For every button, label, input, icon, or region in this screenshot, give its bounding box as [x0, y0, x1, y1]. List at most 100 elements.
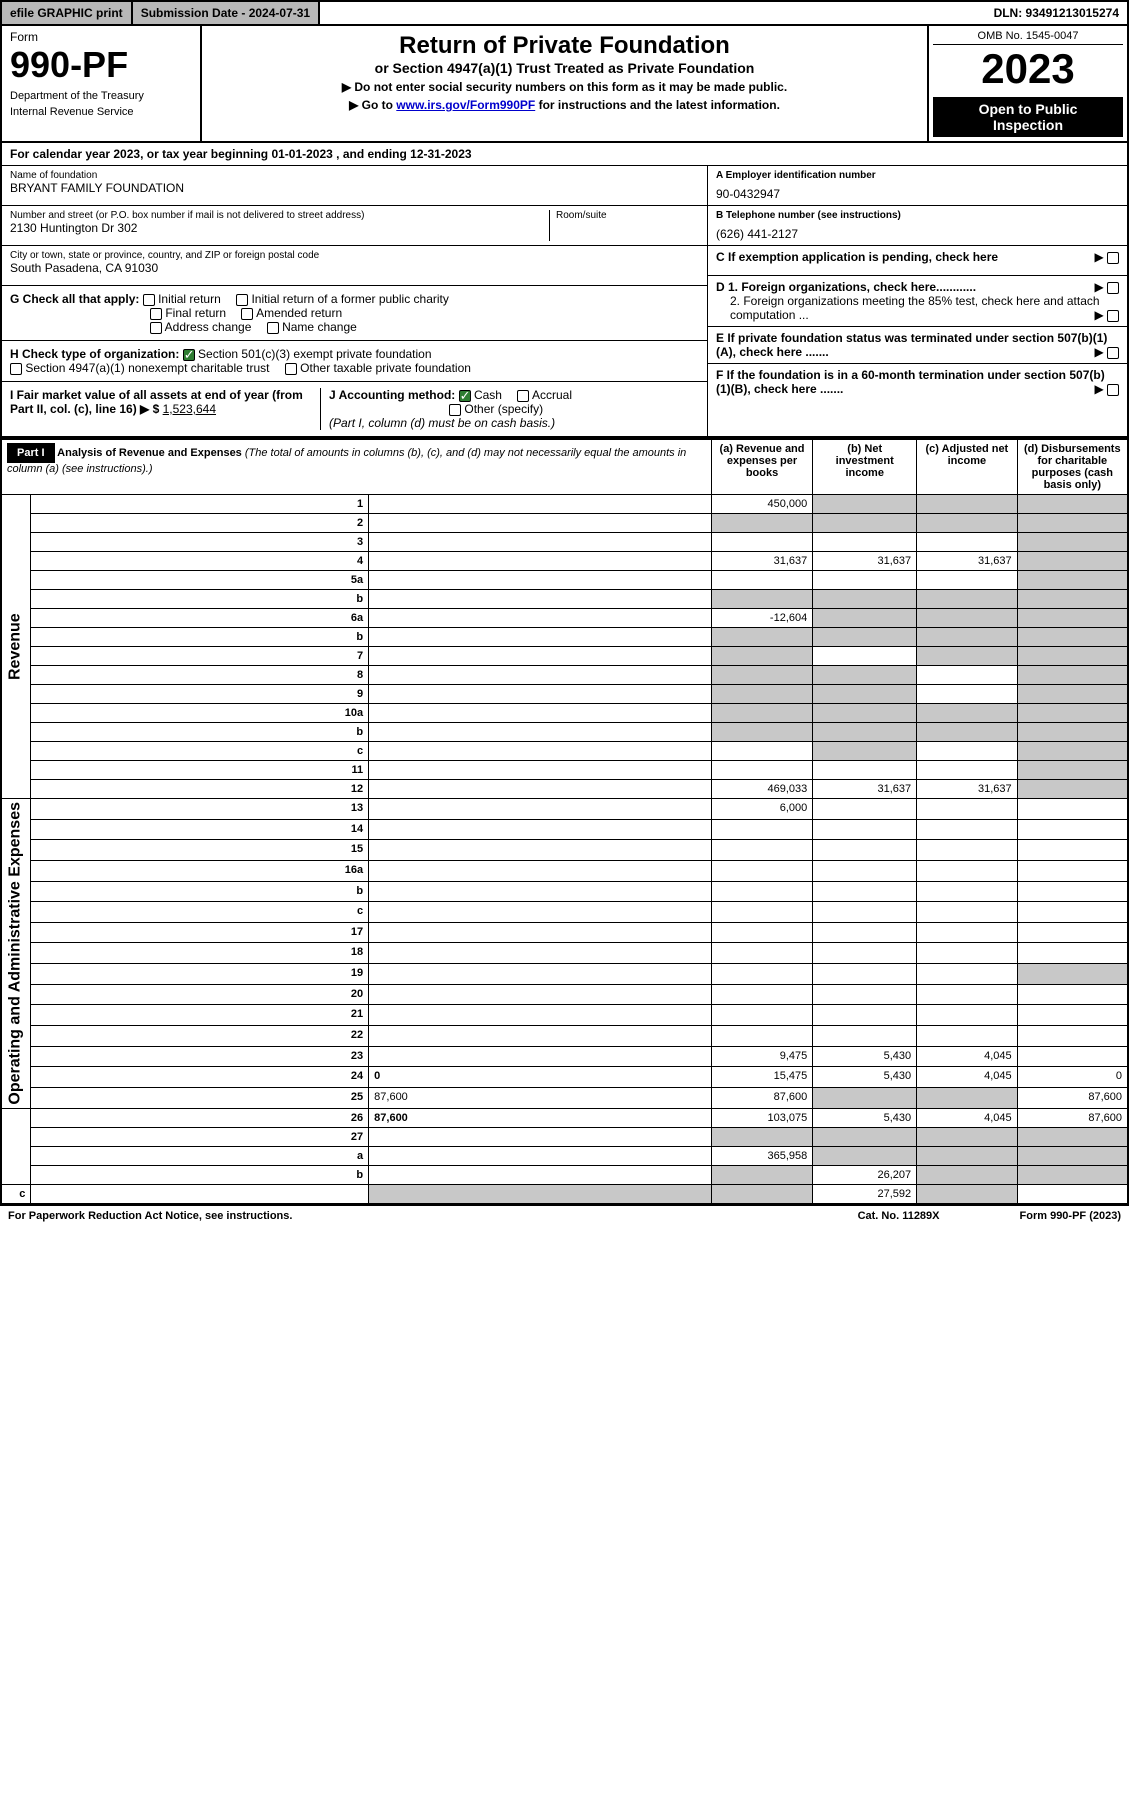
line-number: 27	[31, 1127, 369, 1146]
amount-cell	[711, 902, 812, 923]
amount-cell	[813, 1087, 917, 1108]
g-opt-amended[interactable]: Amended return	[241, 306, 342, 320]
amount-cell	[813, 902, 917, 923]
amount-cell: 469,033	[711, 780, 812, 799]
amount-cell	[813, 742, 917, 761]
table-row: 239,4755,4304,045	[1, 1046, 1128, 1067]
table-row: 17	[1, 922, 1128, 943]
instr-pre: ▶ Go to	[349, 98, 396, 112]
tel-row: B Telephone number (see instructions) (6…	[708, 206, 1127, 246]
amount-cell	[1017, 780, 1128, 799]
line-number: 26	[31, 1108, 369, 1127]
line-number: 7	[31, 647, 369, 666]
header-right: OMB No. 1545-0047 2023 Open to Public In…	[927, 26, 1127, 141]
d2-checkbox[interactable]	[1107, 310, 1119, 322]
g-opt-initial-former[interactable]: Initial return of a former public charit…	[236, 292, 449, 306]
c-checkbox[interactable]	[1107, 252, 1119, 264]
d1-checkbox[interactable]	[1107, 282, 1119, 294]
table-row: 18	[1, 943, 1128, 964]
amount-cell: 450,000	[711, 495, 812, 514]
identity-right: A Employer identification number 90-0432…	[707, 166, 1127, 436]
line-desc	[369, 840, 712, 861]
line-number: 23	[31, 1046, 369, 1067]
amount-cell	[711, 1165, 812, 1184]
line-number: a	[31, 1146, 369, 1165]
table-row: b	[1, 628, 1128, 647]
line-desc	[369, 628, 712, 647]
amount-cell	[1017, 1026, 1128, 1047]
line-number: 24	[31, 1067, 369, 1088]
amount-cell	[1017, 666, 1128, 685]
irs-link[interactable]: www.irs.gov/Form990PF	[396, 98, 535, 112]
amount-cell	[1017, 495, 1128, 514]
e-label: E If private foundation status was termi…	[716, 331, 1107, 359]
amount-cell	[711, 984, 812, 1005]
addr-label: Number and street (or P.O. box number if…	[10, 210, 549, 221]
amount-cell	[1017, 704, 1128, 723]
line-number: 22	[31, 1026, 369, 1047]
amount-cell	[813, 571, 917, 590]
amount-cell	[917, 628, 1017, 647]
g-opt-addr-change[interactable]: Address change	[150, 320, 251, 334]
amount-cell: 5,430	[813, 1046, 917, 1067]
efile-label[interactable]: efile GRAPHIC print	[2, 2, 133, 24]
line-desc	[369, 1005, 712, 1026]
amount-cell	[917, 1127, 1017, 1146]
top-bar: efile GRAPHIC print Submission Date - 20…	[0, 0, 1129, 26]
amount-cell: 4,045	[917, 1067, 1017, 1088]
h-opt-4947[interactable]: Section 4947(a)(1) nonexempt charitable …	[10, 361, 269, 375]
amount-cell	[917, 1087, 1017, 1108]
amount-cell	[917, 533, 1017, 552]
section-i: I Fair market value of all assets at end…	[10, 388, 320, 430]
amount-cell	[1017, 533, 1128, 552]
amount-cell	[369, 1184, 712, 1204]
line-desc	[369, 761, 712, 780]
amount-cell	[711, 647, 812, 666]
g-opt-name-change[interactable]: Name change	[267, 320, 357, 334]
table-row: 11	[1, 761, 1128, 780]
amount-cell: 4,045	[917, 1046, 1017, 1067]
line-desc	[369, 723, 712, 742]
h-opt-other-taxable[interactable]: Other taxable private foundation	[285, 361, 471, 375]
amount-cell	[813, 590, 917, 609]
amount-cell	[813, 666, 917, 685]
amount-cell	[711, 685, 812, 704]
j-cash[interactable]: Cash	[459, 388, 502, 402]
g-opt-initial[interactable]: Initial return	[143, 292, 221, 306]
j-other[interactable]: Other (specify)	[449, 402, 543, 416]
amount-cell	[1017, 1165, 1128, 1184]
amount-cell	[1017, 840, 1128, 861]
amount-cell	[1017, 799, 1128, 820]
h-opt-501c3[interactable]: Section 501(c)(3) exempt private foundat…	[183, 347, 432, 361]
amount-cell	[711, 761, 812, 780]
amount-cell	[813, 628, 917, 647]
amount-cell	[917, 964, 1017, 985]
amount-cell: 31,637	[917, 780, 1017, 799]
addr-value: 2130 Huntington Dr 302	[10, 221, 549, 235]
submission-date: Submission Date - 2024-07-31	[133, 2, 320, 24]
line-number: 25	[31, 1087, 369, 1108]
section-ij: I Fair market value of all assets at end…	[2, 382, 707, 436]
g-opt-final[interactable]: Final return	[150, 306, 226, 320]
f-label: F If the foundation is in a 60-month ter…	[716, 368, 1105, 396]
amount-cell	[1017, 1146, 1128, 1165]
table-row: 15	[1, 840, 1128, 861]
amount-cell: 26,207	[813, 1165, 917, 1184]
line-desc	[369, 860, 712, 881]
amount-cell: 0	[1017, 1067, 1128, 1088]
j-accrual[interactable]: Accrual	[517, 388, 572, 402]
amount-cell	[813, 533, 917, 552]
amount-cell	[711, 1026, 812, 1047]
table-row: 7	[1, 647, 1128, 666]
line-number: 14	[31, 819, 369, 840]
table-row: 8	[1, 666, 1128, 685]
f-checkbox[interactable]	[1107, 384, 1119, 396]
e-checkbox[interactable]	[1107, 347, 1119, 359]
amount-cell	[1017, 552, 1128, 571]
amount-cell: 87,600	[1017, 1087, 1128, 1108]
instr-link-line: ▶ Go to www.irs.gov/Form990PF for instru…	[212, 98, 917, 112]
header-left: Form 990-PF Department of the Treasury I…	[2, 26, 202, 141]
amount-cell	[917, 685, 1017, 704]
revenue-side-label: Revenue	[1, 495, 31, 799]
j-label: J Accounting method:	[329, 388, 455, 402]
